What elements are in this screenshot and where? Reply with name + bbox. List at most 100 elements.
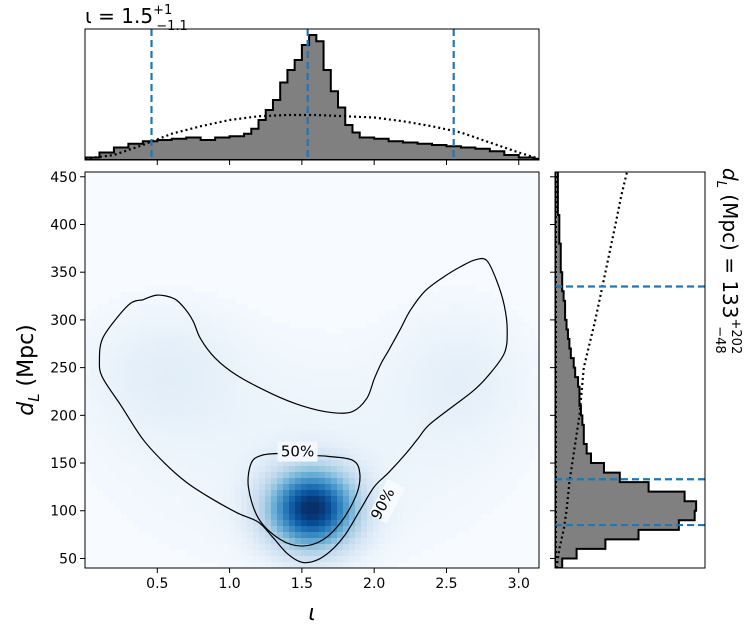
heatmap-cell [223, 334, 230, 341]
heatmap-cell [301, 508, 308, 515]
heatmap-cell [421, 412, 428, 419]
right-title-sub2: −48 [712, 326, 727, 353]
heatmap-cell [343, 346, 350, 353]
heatmap-cell [253, 538, 260, 545]
heatmap-cell [169, 430, 176, 437]
heatmap-cell [187, 424, 194, 431]
heatmap-cell [499, 334, 506, 341]
heatmap-cell [199, 466, 206, 473]
heatmap-cell [493, 352, 500, 359]
heatmap-cell [385, 316, 392, 323]
heatmap-cell [265, 502, 272, 509]
heatmap-cell [361, 418, 368, 425]
heatmap-cell [151, 376, 158, 383]
heatmap-cell [193, 376, 200, 383]
heatmap-cell [493, 472, 500, 479]
heatmap-cell [349, 460, 356, 467]
heatmap-cell [301, 346, 308, 353]
heatmap-cell [211, 544, 218, 551]
heatmap-cell [235, 412, 242, 419]
heatmap-cell [91, 418, 98, 425]
heatmap-cell [403, 484, 410, 491]
heatmap-cell [115, 484, 122, 491]
heatmap-cell [109, 304, 116, 311]
heatmap-cell [277, 364, 284, 371]
heatmap-cell [157, 526, 164, 533]
heatmap-cell [253, 358, 260, 365]
heatmap-cell [235, 442, 242, 449]
heatmap-cell [283, 370, 290, 377]
heatmap-cell [289, 550, 296, 557]
heatmap-cell [133, 328, 140, 335]
heatmap-cell [241, 418, 248, 425]
heatmap-cell [457, 346, 464, 353]
heatmap-cell [265, 496, 272, 503]
density-heatmap [85, 286, 539, 568]
heatmap-cell [109, 310, 116, 317]
heatmap-cell [319, 418, 326, 425]
heatmap-cell [157, 370, 164, 377]
heatmap-cell [259, 508, 266, 515]
heatmap-cell [211, 454, 218, 461]
heatmap-cell [379, 340, 386, 347]
heatmap-cell [241, 562, 248, 568]
heatmap-cell [301, 562, 308, 568]
heatmap-cell [355, 424, 362, 431]
heatmap-cell [451, 388, 458, 395]
heatmap-cell [217, 460, 224, 467]
heatmap-cell [301, 484, 308, 491]
heatmap-cell [133, 346, 140, 353]
heatmap-cell [193, 328, 200, 335]
heatmap-cell [271, 442, 278, 449]
heatmap-cell [169, 472, 176, 479]
heatmap-cell [115, 298, 122, 305]
heatmap-cell [373, 340, 380, 347]
heatmap-cell [193, 322, 200, 329]
heatmap-cell [145, 310, 152, 317]
heatmap-cell [181, 454, 188, 461]
heatmap-cell [391, 322, 398, 329]
heatmap-cell [451, 370, 458, 377]
heatmap-cell [505, 442, 512, 449]
heatmap-cell [325, 454, 332, 461]
heatmap-cell [145, 472, 152, 479]
heatmap-cell [487, 418, 494, 425]
heatmap-cell [133, 310, 140, 317]
heatmap-cell [307, 388, 314, 395]
heatmap-cell [427, 484, 434, 491]
heatmap-cell [145, 298, 152, 305]
heatmap-cell [235, 532, 242, 539]
heatmap-cell [121, 490, 128, 497]
heatmap-cell [151, 478, 158, 485]
heatmap-cell [421, 454, 428, 461]
heatmap-cell [439, 298, 446, 305]
heatmap-cell [457, 310, 464, 317]
heatmap-cell [277, 496, 284, 503]
heatmap-cell [85, 388, 92, 395]
heatmap-cell [313, 394, 320, 401]
heatmap-cell [271, 502, 278, 509]
heatmap-cell [127, 382, 134, 389]
heatmap-cell [199, 460, 206, 467]
heatmap-cell [175, 496, 182, 503]
contour-line-90pct [98, 257, 508, 564]
heatmap-cell [229, 358, 236, 365]
heatmap-cell [271, 430, 278, 437]
heatmap-cell [433, 334, 440, 341]
heatmap-cell [403, 520, 410, 527]
heatmap-cell [157, 406, 164, 413]
heatmap-cell [487, 466, 494, 473]
heatmap-cell [457, 472, 464, 479]
contour-line-50pct [247, 452, 361, 547]
heatmap-cell [397, 514, 404, 521]
heatmap-cell [301, 364, 308, 371]
heatmap-cell [223, 478, 230, 485]
heatmap-cell [343, 436, 350, 443]
heatmap-cell [427, 544, 434, 551]
heatmap-cell [469, 334, 476, 341]
heatmap-cell [103, 400, 110, 407]
heatmap-cell [457, 454, 464, 461]
heatmap-cell [331, 430, 338, 437]
heatmap-cell [433, 442, 440, 449]
heatmap-cell [229, 346, 236, 353]
